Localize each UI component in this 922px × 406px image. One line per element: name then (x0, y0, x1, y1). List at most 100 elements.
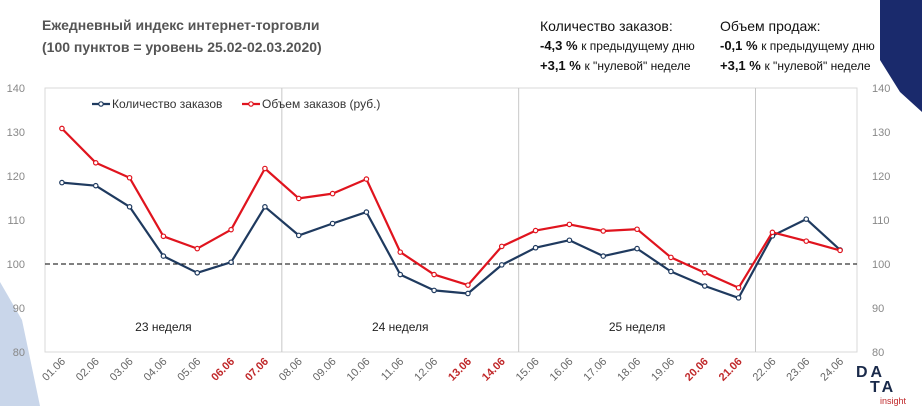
x-tick-19.06: 19.06 (649, 356, 677, 384)
series-1-point-04.06 (160, 253, 167, 259)
x-tick-02.06: 02.06 (74, 356, 102, 384)
x-tick-22.06: 22.06 (751, 356, 779, 384)
series-2-point-13.06 (465, 282, 471, 288)
x-tick-24.06: 24.06 (818, 356, 846, 384)
plot-area-frame (44, 87, 858, 353)
series-2-point-01.06 (59, 125, 65, 132)
logo-text-insight: insight (880, 396, 907, 406)
sales-day-change: -0,1 % (720, 38, 758, 53)
series-line-1 (61, 181, 841, 299)
x-tick-20.06: 20.06 (683, 356, 711, 384)
series-2-point-16.06 (566, 221, 573, 228)
sales-week-change-label: к "нулевой" неделе (764, 59, 871, 73)
chart-title: Ежедневный индекс интернет-торговли (100… (42, 14, 322, 58)
orders-stats-line-2: +3,1 % к "нулевой" неделе (540, 56, 695, 76)
x-tick-09.06: 09.06 (311, 356, 339, 384)
y-tick-left-100: 100 (7, 259, 25, 271)
series-2-point-05.06 (194, 245, 201, 252)
y-tick-right-90: 90 (872, 303, 884, 315)
data-insight-logo: DA TA insight (856, 364, 907, 406)
series-2-point-20.06 (701, 269, 708, 276)
y-tick-left-110: 110 (7, 215, 25, 227)
x-tick-11.06: 11.06 (379, 356, 406, 383)
x-tick-16.06: 16.06 (548, 356, 576, 384)
series-line-2 (61, 127, 841, 289)
sales-stats: Объем продаж: -0,1 % к предыдущему дню +… (720, 16, 875, 76)
x-tick-10.06: 10.06 (345, 356, 373, 384)
series-1-point-10.06 (363, 209, 370, 215)
series-1-point-06.06 (228, 259, 234, 266)
title-line-1: Ежедневный индекс интернет-торговли (42, 17, 320, 33)
week-label-2: 24 неделя (372, 320, 429, 334)
orders-week-change-label: к "нулевой" неделе (584, 59, 691, 73)
series-1-point-15.06 (532, 244, 539, 251)
series-2-point-15.06 (532, 227, 539, 234)
y-tick-left-140: 140 (7, 83, 25, 95)
series-2-point-12.06 (431, 271, 437, 278)
x-tick-13.06: 13.06 (446, 356, 474, 384)
series-1-point-21.06 (735, 295, 742, 301)
week-label-3: 25 неделя (609, 320, 666, 334)
y-tick-left-90: 90 (13, 303, 25, 315)
orders-stats-line-1: -4,3 % к предыдущему дню (540, 36, 695, 56)
y-tick-right-130: 130 (872, 127, 890, 139)
logo-text-top: DA (856, 364, 886, 381)
series-2-point-24.06 (837, 247, 843, 254)
legend-label-1: Количество заказов (112, 97, 222, 111)
series-1-point-08.06 (295, 232, 302, 239)
series-1-point-11.06 (397, 271, 404, 278)
y-tick-right-100: 100 (872, 259, 890, 271)
legend-swatch-marker-1 (98, 101, 104, 107)
legend-swatch-marker-2 (248, 101, 254, 107)
series-1-point-18.06 (634, 245, 640, 252)
x-tick-01.06: 01.06 (40, 356, 68, 384)
title-line-2: (100 пунктов = уровень 25.02-02.03.2020) (42, 39, 322, 55)
sales-week-change: +3,1 % (720, 58, 761, 73)
series-1-point-05.06 (194, 269, 201, 276)
series-1-point-02.06 (92, 182, 99, 189)
series-1-point-16.06 (566, 237, 573, 244)
orders-day-change: -4,3 % (540, 38, 578, 53)
x-tick-17.06: 17.06 (581, 356, 609, 384)
orders-week-change: +3,1 % (540, 58, 581, 73)
sales-day-change-label: к предыдущему дню (761, 39, 875, 53)
series-2-point-04.06 (160, 233, 167, 240)
series-2-point-23.06 (803, 238, 810, 244)
x-tick-06.06: 06.06 (209, 356, 237, 384)
orders-stats: Количество заказов: -4,3 % к предыдущему… (540, 16, 695, 76)
corner-accent-bottom-left (0, 282, 40, 406)
logo-text-bottom: TA (870, 379, 897, 396)
series-2-point-14.06 (498, 243, 505, 250)
series-1-point-01.06 (59, 179, 65, 186)
series-2-point-19.06 (668, 254, 674, 261)
y-tick-right-120: 120 (872, 171, 890, 183)
series-2-point-09.06 (329, 190, 336, 197)
orders-stats-heading: Количество заказов: (540, 18, 673, 34)
x-tick-15.06: 15.06 (514, 356, 542, 384)
series-2-point-18.06 (634, 226, 640, 233)
x-tick-12.06: 12.06 (412, 356, 440, 384)
x-tick-05.06: 05.06 (175, 356, 203, 384)
x-tick-14.06: 14.06 (480, 356, 508, 384)
series-2-point-07.06 (262, 165, 268, 172)
series-2-point-10.06 (363, 176, 370, 182)
series-1-point-17.06 (600, 253, 607, 259)
corner-accent-top-right (880, 0, 922, 112)
series-2-point-22.06 (769, 229, 776, 236)
series-1-point-14.06 (498, 262, 505, 268)
series-2-point-11.06 (397, 249, 404, 255)
orders-day-change-label: к предыдущему дню (581, 39, 695, 53)
sales-stats-line-2: +3,1 % к "нулевой" неделе (720, 56, 875, 76)
series-1-point-20.06 (701, 283, 708, 289)
x-tick-08.06: 08.06 (277, 356, 305, 384)
series-1-point-07.06 (262, 204, 268, 210)
y-tick-left-120: 120 (7, 171, 25, 183)
series-2-point-06.06 (228, 226, 234, 233)
x-tick-04.06: 04.06 (142, 356, 170, 384)
series-2-point-02.06 (92, 160, 99, 166)
legend-label-2: Объем заказов (руб.) (262, 97, 380, 111)
series-1-point-12.06 (431, 287, 437, 294)
series-1-point-19.06 (668, 268, 674, 275)
y-tick-right-140: 140 (872, 83, 890, 95)
